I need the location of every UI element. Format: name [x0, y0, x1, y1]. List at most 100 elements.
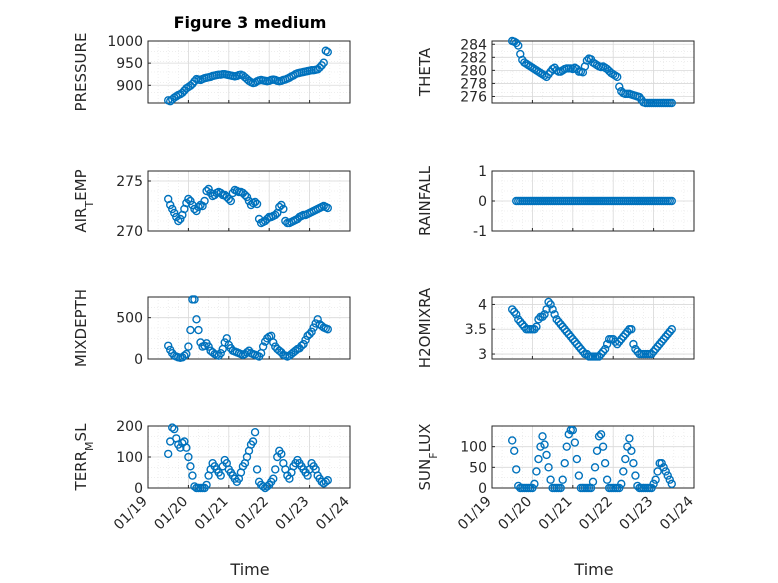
- data-point: [168, 204, 177, 214]
- data-point: [186, 196, 195, 206]
- x-tick-label: 01/24: [657, 493, 697, 533]
- data-point: [532, 322, 541, 331]
- data-point: [550, 310, 559, 319]
- data-point: [568, 334, 577, 344]
- data-point: [269, 474, 278, 483]
- subplot-5: 0 500 MIXDEPTH: [72, 289, 351, 368]
- y-tick-label: 276: [460, 89, 487, 105]
- y-tick-label: 270: [116, 224, 143, 240]
- data-point: [216, 349, 225, 358]
- data-point: [590, 463, 600, 472]
- data-point: [574, 471, 584, 480]
- data-point: [653, 467, 662, 476]
- x-tick-label: 01/20: [495, 494, 535, 534]
- data-point: [600, 344, 610, 354]
- data-point: [190, 295, 199, 304]
- x-tick-label: 01/24: [313, 493, 353, 533]
- y-tick-label: 500: [116, 311, 143, 327]
- data-point: [558, 322, 567, 331]
- data-point: [613, 339, 622, 349]
- data-point: [321, 46, 330, 55]
- data-point: [647, 349, 656, 359]
- data-point: [576, 344, 586, 354]
- data-point: [186, 325, 195, 335]
- data-point: [667, 479, 676, 489]
- data-point: [190, 204, 199, 214]
- data-point: [202, 480, 211, 490]
- data-point: [554, 317, 563, 326]
- data-point: [647, 483, 656, 493]
- data-point: [528, 483, 537, 493]
- data-point: [271, 210, 280, 220]
- y-tick-label: -1: [473, 224, 487, 240]
- data-point: [512, 310, 521, 319]
- data-point: [568, 425, 577, 435]
- data-point: [562, 442, 571, 451]
- data-point: [299, 339, 308, 349]
- data-point: [198, 201, 207, 211]
- data-point: [538, 432, 547, 441]
- data-point: [530, 479, 539, 489]
- data-point: [178, 438, 187, 448]
- x-tick-label: 01/23: [617, 494, 657, 534]
- data-point: [518, 320, 527, 329]
- data-point: [667, 325, 676, 334]
- y-axis-label: PRESSURE: [72, 33, 90, 112]
- data-point: [305, 330, 314, 339]
- data-point: [250, 428, 260, 437]
- data-point: [566, 332, 575, 341]
- data-point: [631, 471, 640, 480]
- data-point: [315, 63, 324, 72]
- data-point: [649, 347, 658, 356]
- data-point: [596, 349, 606, 359]
- data-point: [617, 334, 626, 344]
- data-point: [574, 342, 584, 351]
- data-point: [649, 479, 658, 489]
- data-point: [252, 465, 262, 474]
- x-tick-label: 01/19: [455, 494, 495, 534]
- data-point: [631, 344, 640, 354]
- data-point: [258, 342, 268, 351]
- data-point: [600, 459, 610, 468]
- data-point: [560, 325, 569, 334]
- data-point: [216, 471, 225, 480]
- y-tick-label: 275: [116, 174, 143, 190]
- data-point: [226, 196, 236, 206]
- data-point: [544, 463, 553, 472]
- y-tick-label: 0: [478, 194, 487, 210]
- y-tick-label: 3: [478, 347, 487, 363]
- data-point: [508, 436, 517, 445]
- data-point: [540, 310, 549, 319]
- data-point: [657, 459, 666, 468]
- y-tick-label: 900: [116, 78, 143, 94]
- data-point: [659, 334, 668, 344]
- y-axis-label: H2OMIXRA: [416, 287, 434, 368]
- data-point: [621, 454, 630, 464]
- data-point: [542, 305, 551, 314]
- data-point: [530, 325, 539, 334]
- data-point: [516, 317, 525, 326]
- data-point: [540, 440, 549, 449]
- data-point: [598, 347, 608, 356]
- data-point: [176, 214, 185, 224]
- data-point: [625, 434, 634, 443]
- data-point: [269, 338, 278, 347]
- data-point: [252, 199, 262, 209]
- data-point: [170, 424, 179, 434]
- data-point: [556, 320, 565, 329]
- data-point: [271, 465, 280, 474]
- y-tick-label: 950: [116, 56, 143, 72]
- y-tick-label: 278: [460, 76, 487, 92]
- y-tick-label: 100: [460, 440, 487, 456]
- data-point: [556, 483, 565, 493]
- data-point: [307, 327, 316, 336]
- data-point: [532, 467, 541, 476]
- data-point: [512, 465, 521, 474]
- data-point: [514, 41, 523, 50]
- x-tick-label: 01/20: [151, 494, 191, 534]
- data-point: [192, 315, 201, 324]
- data-point: [661, 332, 670, 341]
- data-point: [248, 437, 258, 446]
- data-point: [186, 462, 195, 471]
